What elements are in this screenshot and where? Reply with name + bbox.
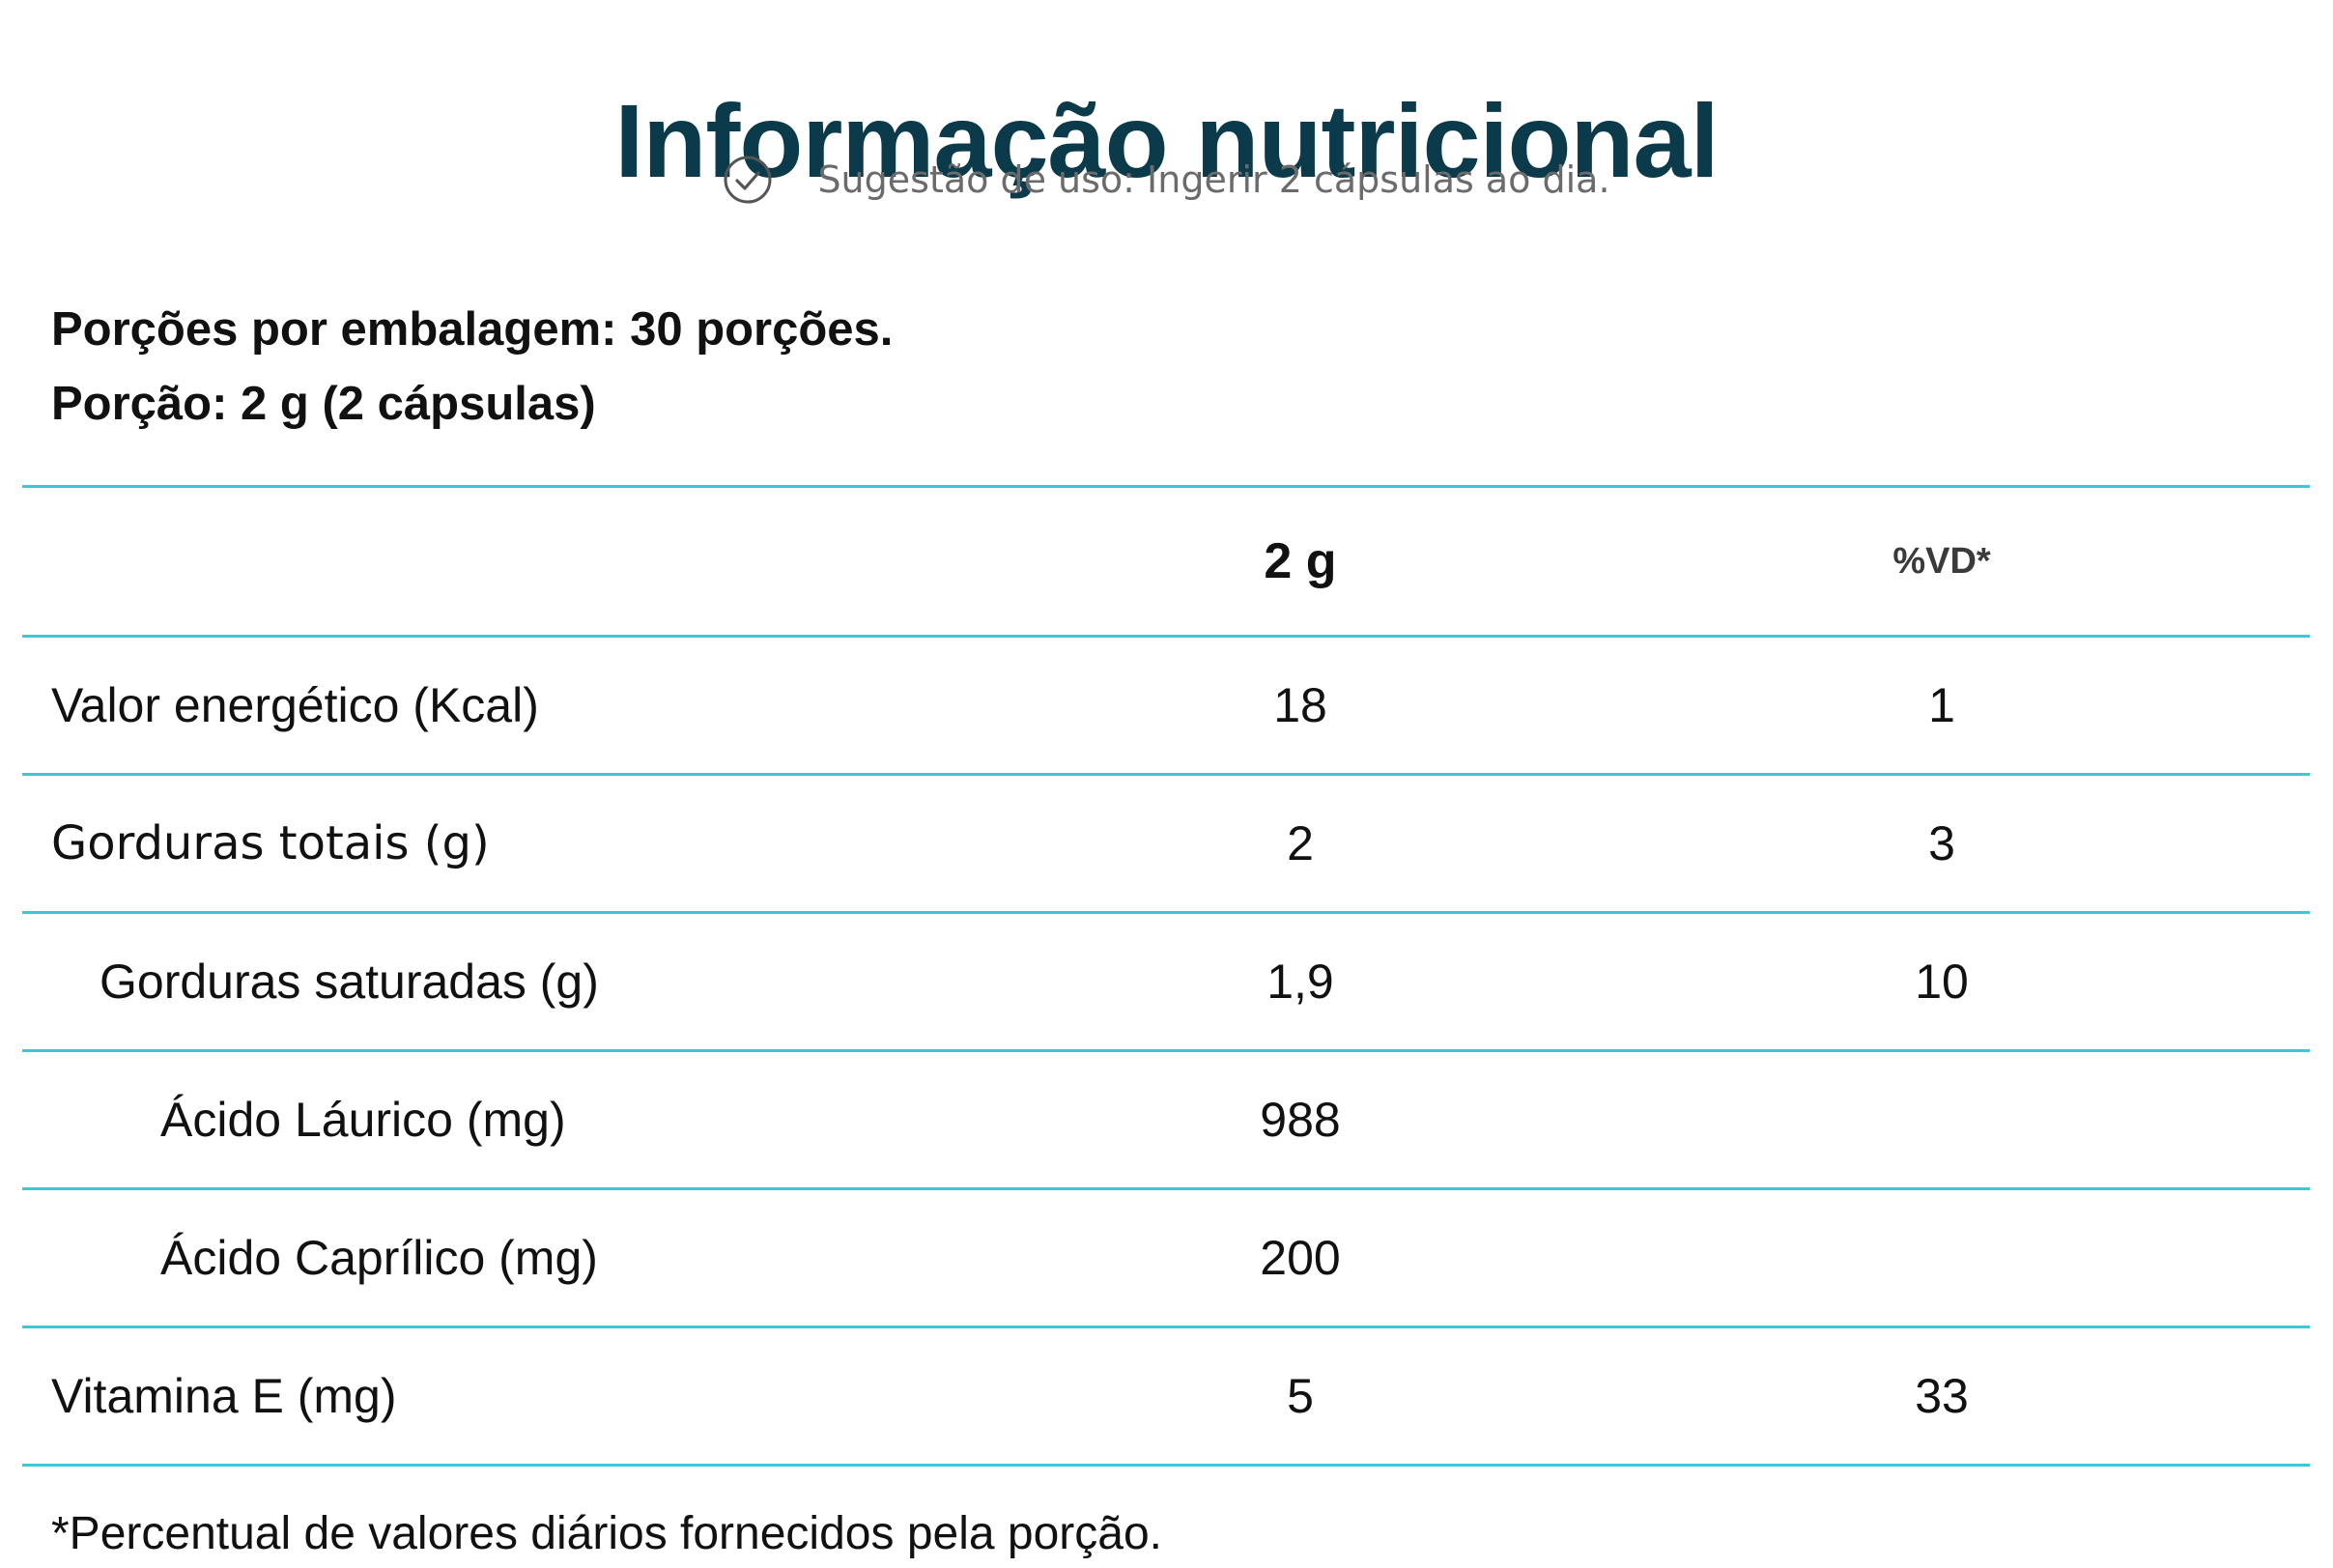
nutrient-dv xyxy=(1574,1051,2310,1189)
header-amount-cell: 2 g xyxy=(1264,533,1337,589)
serving-info: Porções por embalagem: 30 porções. Porçã… xyxy=(51,293,893,442)
servings-per-package: Porções por embalagem: 30 porções. xyxy=(51,303,894,356)
nutrient-dv: 3 xyxy=(1928,816,1955,870)
table-row: Valor energético (Kcal) 18 1 xyxy=(22,636,2310,775)
usage-text: Sugestão de uso: Ingerir 2 cápsulas ao d… xyxy=(817,158,1610,201)
nutrient-name: Ácido Caprílico (mg) xyxy=(160,1231,598,1285)
table-row: Ácido Caprílico (mg) 200 xyxy=(22,1188,2310,1327)
nutrient-name: Gorduras saturadas (g) xyxy=(100,955,599,1009)
nutrient-dv xyxy=(1574,1189,2310,1327)
portion-size: Porção: 2 g (2 cápsulas) xyxy=(51,378,596,430)
table-row: Ácido Láurico (mg) 988 xyxy=(22,1050,2310,1189)
nutrient-amount: 18 xyxy=(1273,678,1327,732)
nutrient-amount: 988 xyxy=(1260,1093,1341,1147)
nutrient-dv: 33 xyxy=(1915,1369,1969,1423)
page-title: Informação nutricional xyxy=(614,82,1719,200)
nutrient-name: Gorduras totais (g) xyxy=(51,816,490,870)
table-header-row: 2 g %VD* xyxy=(22,486,2310,637)
table-row: Gorduras totais (g) 2 3 xyxy=(22,774,2310,913)
check-circle-icon xyxy=(723,155,773,205)
nutrient-dv: 10 xyxy=(1915,955,1969,1009)
nutrient-amount: 200 xyxy=(1260,1231,1341,1285)
table-row: Gorduras saturadas (g) 1,9 10 xyxy=(22,912,2310,1051)
nutrient-name: Valor energético (Kcal) xyxy=(51,678,539,732)
nutrient-amount: 5 xyxy=(1287,1369,1314,1423)
header-dv-cell: %VD* xyxy=(1892,540,1991,582)
nutrient-name: Vitamina E (mg) xyxy=(51,1369,397,1423)
header-name-cell xyxy=(22,487,1027,637)
usage-suggestion: Sugestão de uso: Ingerir 2 cápsulas ao d… xyxy=(0,151,2333,209)
nutrient-dv: 1 xyxy=(1928,678,1955,732)
nutrient-amount: 2 xyxy=(1287,816,1314,870)
nutrient-name: Ácido Láurico (mg) xyxy=(160,1093,566,1147)
table-row: Vitamina E (mg) 5 33 xyxy=(22,1326,2310,1466)
nutrient-amount: 1,9 xyxy=(1266,955,1334,1009)
nutrition-table: 2 g %VD* Valor energético (Kcal) 18 1 Go… xyxy=(22,485,2310,1467)
footnote: *Percentual de valores diários fornecido… xyxy=(51,1508,1163,1559)
